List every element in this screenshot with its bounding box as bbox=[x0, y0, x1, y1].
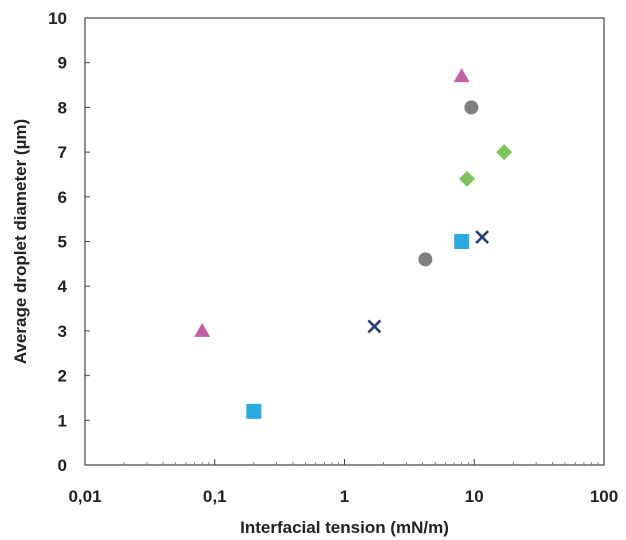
x-point bbox=[367, 319, 382, 334]
square-point bbox=[246, 403, 262, 419]
plot-frame bbox=[84, 17, 605, 466]
diamond-point bbox=[496, 144, 513, 161]
x-tick-label: 1 bbox=[340, 487, 349, 506]
data-points bbox=[194, 68, 513, 419]
triangle-point bbox=[453, 68, 470, 83]
x-point bbox=[475, 230, 490, 244]
y-axis: 0 1 2 3 4 5 6 7 8 9 10 bbox=[48, 9, 90, 475]
triangle-point bbox=[194, 322, 211, 337]
y-tick-label: 4 bbox=[58, 277, 68, 296]
x-tick-label: 0,1 bbox=[203, 487, 227, 506]
y-tick-label: 7 bbox=[58, 143, 67, 162]
x-stroke bbox=[367, 319, 382, 334]
y-tick-label: 10 bbox=[48, 9, 67, 28]
y-tick-label: 0 bbox=[58, 456, 67, 475]
diamond-point bbox=[459, 170, 476, 187]
y-tick-label: 2 bbox=[58, 367, 67, 386]
y-axis-title: Average droplet diameter (µm) bbox=[11, 119, 30, 364]
square-point bbox=[454, 234, 470, 249]
x-axis-title: Interfacial tension (mN/m) bbox=[240, 518, 449, 537]
plot-border bbox=[84, 17, 605, 466]
y-tick-label: 5 bbox=[58, 233, 67, 252]
x-stroke bbox=[475, 230, 490, 244]
x-tick-label: 10 bbox=[465, 487, 484, 506]
circle-point bbox=[418, 252, 433, 267]
y-tick-label: 3 bbox=[58, 322, 67, 341]
y-tick-label: 1 bbox=[58, 411, 67, 430]
circle-point bbox=[464, 100, 479, 115]
y-tick-label: 8 bbox=[58, 98, 67, 117]
y-tick-label: 9 bbox=[58, 54, 67, 73]
x-axis: 0,01 0,1 1 10 100 bbox=[68, 459, 618, 506]
y-tick-label: 6 bbox=[58, 188, 67, 207]
x-tick-label: 100 bbox=[590, 487, 618, 506]
x-tick-label: 0,01 bbox=[68, 487, 101, 506]
